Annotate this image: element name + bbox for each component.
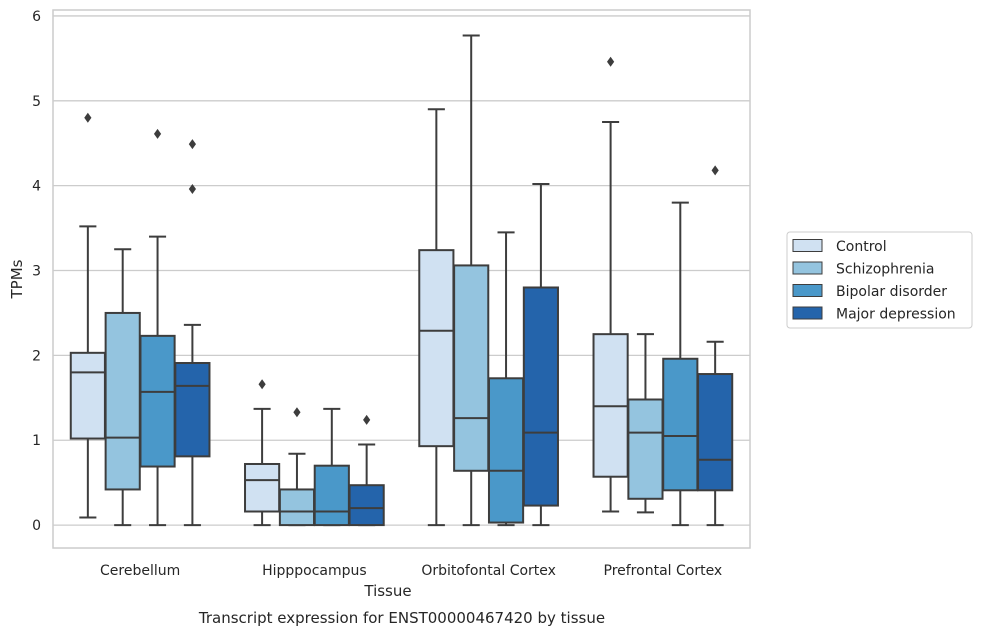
box-1-1 — [278, 407, 316, 527]
outlier-point — [84, 112, 92, 123]
box-0-1 — [104, 248, 141, 527]
box-2-1 — [453, 34, 490, 527]
box-2-2 — [487, 231, 525, 527]
box-series — [69, 34, 734, 527]
legend-swatch — [792, 239, 823, 252]
legend-swatch — [792, 284, 823, 297]
x-axis-label: Tissue — [363, 582, 411, 600]
y-axis-label: TPMs — [8, 259, 26, 299]
outlier-point — [188, 184, 196, 195]
legend-swatch — [792, 306, 823, 320]
legend-label: Schizophrenia — [836, 262, 934, 278]
box-body — [174, 362, 211, 458]
box-0-3 — [174, 139, 211, 527]
x-tick-label: Prefrontal Cortex — [604, 563, 723, 579]
box-body — [522, 286, 559, 507]
x-tick-labels: Cerebellum Hipppocampus Orbitofontal Corte… — [100, 563, 722, 579]
box-3-2 — [662, 201, 699, 527]
y-tick-label: 3 — [32, 264, 41, 280]
box-1-0 — [244, 379, 281, 527]
box-0-2 — [139, 128, 176, 527]
y-tick-label: 4 — [32, 179, 41, 195]
outlier-point — [188, 139, 196, 150]
outlier-point — [607, 56, 615, 67]
plot-frame — [52, 9, 751, 549]
box-body — [313, 464, 350, 527]
y-tick-label: 0 — [32, 518, 41, 534]
legend: Control Schizophrenia Bipolar disorder Majo… — [786, 231, 973, 329]
box-body — [69, 351, 106, 440]
box-body — [244, 462, 281, 513]
box-body — [453, 264, 490, 472]
box-body — [627, 398, 664, 500]
box-3-0 — [592, 56, 629, 513]
box-0-0 — [69, 112, 106, 519]
y-tick-label: 1 — [32, 433, 41, 449]
box-1-3 — [348, 414, 385, 527]
box-body — [139, 334, 176, 468]
box-2-0 — [418, 108, 455, 527]
legend-label: Control — [836, 239, 887, 255]
y-tick-label: 2 — [32, 348, 41, 364]
box-body — [348, 484, 385, 527]
box-body — [487, 377, 525, 524]
box-body — [662, 357, 699, 492]
x-tick-label: Orbitofontal Cortex — [421, 563, 556, 579]
box-body — [697, 373, 734, 492]
outlier-point — [258, 379, 266, 390]
x-tick-label: Hipppocampus — [262, 563, 367, 579]
box-2-3 — [522, 182, 559, 527]
y-tick-label: 5 — [32, 94, 41, 110]
outlier-point — [711, 165, 719, 176]
legend-swatch — [792, 261, 823, 275]
legend-label: Bipolar disorder — [836, 284, 947, 300]
outlier-point — [363, 414, 371, 425]
legend-frame — [786, 231, 973, 329]
chart-caption: Transcript expression for ENST0000046742… — [198, 609, 605, 627]
outlier-point — [293, 407, 301, 418]
box-body — [278, 488, 316, 527]
outlier-point — [153, 128, 162, 139]
box-body — [418, 249, 455, 448]
x-tick-label: Cerebellum — [100, 563, 180, 579]
y-tick-labels: 0 1 2 3 4 5 6 — [32, 9, 41, 534]
box-3-3 — [697, 165, 734, 527]
y-tick-label: 6 — [32, 9, 41, 25]
box-body — [104, 311, 141, 491]
legend-label: Major depression — [836, 307, 956, 323]
box-1-2 — [313, 407, 350, 527]
box-3-1 — [627, 333, 664, 514]
